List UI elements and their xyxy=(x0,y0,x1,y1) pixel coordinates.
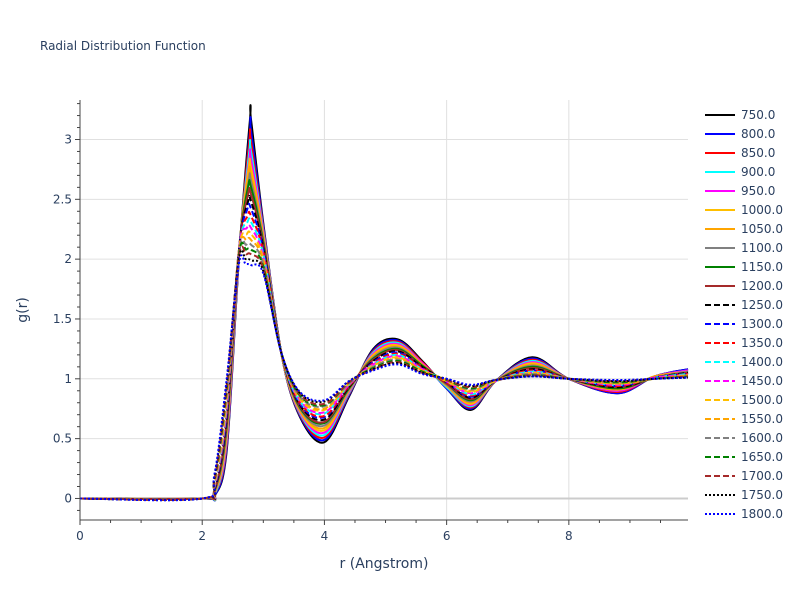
series-line-1400-0[interactable] xyxy=(79,217,689,501)
y-tick-label: 1 xyxy=(64,372,72,386)
legend-item-label: 1800.0 xyxy=(741,507,783,521)
x-tick-label: 8 xyxy=(565,529,573,543)
legend-item-label: 1400.0 xyxy=(741,355,783,369)
y-tick-label: 0 xyxy=(64,491,72,505)
x-tick-label: 6 xyxy=(443,529,451,543)
legend-item-label: 1550.0 xyxy=(741,412,783,426)
legend-item-label: 900.0 xyxy=(741,165,775,179)
legend-item-label: 1200.0 xyxy=(741,279,783,293)
legend-item-label: 1250.0 xyxy=(741,298,783,312)
y-tick-label: 0.5 xyxy=(53,432,72,446)
legend-item-label: 1700.0 xyxy=(741,469,783,483)
legend-item-label: 850.0 xyxy=(741,146,775,160)
grid-lines xyxy=(80,100,688,520)
x-tick-label: 2 xyxy=(198,529,206,543)
series-line-750-0[interactable] xyxy=(79,104,689,502)
plot-area[interactable] xyxy=(79,104,689,502)
series-line-1600-0[interactable] xyxy=(79,239,689,501)
legend-item-label: 1000.0 xyxy=(741,203,783,217)
series-line-900-0[interactable] xyxy=(79,139,689,502)
series-line-1050-0[interactable] xyxy=(79,165,689,501)
x-axis-label: r (Angstrom) xyxy=(340,556,429,572)
legend[interactable]: 750.0 800.0 850.0 900.0 950.0 1000.0 1050.0 110… xyxy=(705,108,783,521)
legend-item-label: 1750.0 xyxy=(741,488,783,502)
series-line-1100-0[interactable] xyxy=(79,172,689,501)
legend-item-label: 800.0 xyxy=(741,127,775,141)
series-line-1800-0[interactable] xyxy=(79,254,689,502)
legend-item-label: 1050.0 xyxy=(741,222,783,236)
y-tick-label: 2.5 xyxy=(53,192,72,206)
legend-item-label: 1300.0 xyxy=(741,317,783,331)
series-line-800-0[interactable] xyxy=(79,116,689,502)
y-tick-label: 2 xyxy=(64,252,72,266)
series-line-1550-0[interactable] xyxy=(79,235,689,501)
axes: 0 2 4 6 8 0 0.5 1 1.5 2 2.5 3 xyxy=(53,100,688,543)
legend-item-label: 750.0 xyxy=(741,108,775,122)
legend-item-label: 950.0 xyxy=(741,184,775,198)
series-line-1250-0[interactable] xyxy=(79,194,689,501)
x-tick-label: 0 xyxy=(76,529,84,543)
legend-item-label: 1100.0 xyxy=(741,241,783,255)
series-line-1650-0[interactable] xyxy=(79,241,689,501)
x-tick-label: 4 xyxy=(321,529,329,543)
legend-item-label: 1350.0 xyxy=(741,336,783,350)
legend-item-label: 1150.0 xyxy=(741,260,783,274)
legend-item-label: 1650.0 xyxy=(741,450,783,464)
series-line-1750-0[interactable] xyxy=(79,249,689,502)
y-tick-label: 3 xyxy=(64,132,72,146)
series-line-950-0[interactable] xyxy=(79,148,689,501)
legend-item-label: 1600.0 xyxy=(741,431,783,445)
y-axis-label: g(r) xyxy=(15,297,31,323)
series-line-1000-0[interactable] xyxy=(79,157,689,501)
y-tick-label: 1.5 xyxy=(53,312,72,326)
series-line-1700-0[interactable] xyxy=(79,245,689,501)
legend-item-label: 1500.0 xyxy=(741,393,783,407)
series-line-850-0[interactable] xyxy=(79,128,689,501)
chart-title: Radial Distribution Function xyxy=(40,39,206,53)
legend-item-label: 1450.0 xyxy=(741,374,783,388)
